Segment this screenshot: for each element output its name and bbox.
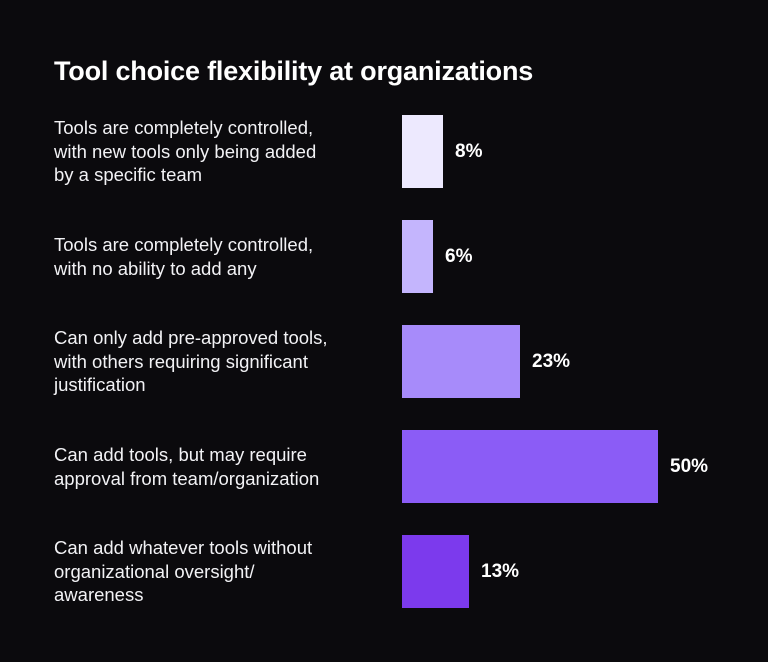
bar bbox=[402, 220, 433, 293]
category-label-line: Tools are completely controlled, bbox=[54, 117, 314, 138]
category-label-line: justification bbox=[54, 374, 146, 395]
category-label-line: Can only add pre-approved tools, bbox=[54, 327, 328, 348]
category-label-line: Tools are completely controlled, bbox=[54, 234, 314, 255]
category-label-line: awareness bbox=[54, 584, 144, 605]
category-label: Can add tools, but may require approval f… bbox=[54, 443, 374, 490]
category-label-line: Can add whatever tools without bbox=[54, 537, 313, 558]
category-label-line: with others requiring significant bbox=[54, 350, 308, 372]
category-label-line: organizational oversight/ bbox=[54, 560, 255, 582]
category-label-line: by a specific team bbox=[54, 164, 203, 185]
category-label: Can only add pre-approved tools, with oth… bbox=[54, 326, 374, 397]
category-label-line: with no ability to add any bbox=[54, 257, 257, 279]
value-label: 13% bbox=[481, 561, 520, 582]
bar bbox=[402, 535, 469, 608]
value-label: 8% bbox=[455, 141, 483, 162]
category-label: Can add whatever tools without organizati… bbox=[54, 536, 374, 607]
bar bbox=[402, 115, 443, 188]
value-label: 6% bbox=[445, 246, 473, 267]
chart-title: Tool choice flexibility at organizations bbox=[54, 56, 534, 86]
category-label-line: with new tools only being added bbox=[54, 140, 317, 162]
category-label: Tools are completely controlled, with no … bbox=[54, 233, 374, 280]
bar bbox=[402, 430, 658, 503]
category-label: Tools are completely controlled, with new… bbox=[54, 116, 374, 187]
value-label: 23% bbox=[532, 351, 571, 372]
category-label-line: Can add tools, but may require bbox=[54, 444, 307, 465]
bar bbox=[402, 325, 520, 398]
category-label-line: approval from team/organization bbox=[54, 467, 320, 489]
value-label: 50% bbox=[670, 456, 709, 477]
